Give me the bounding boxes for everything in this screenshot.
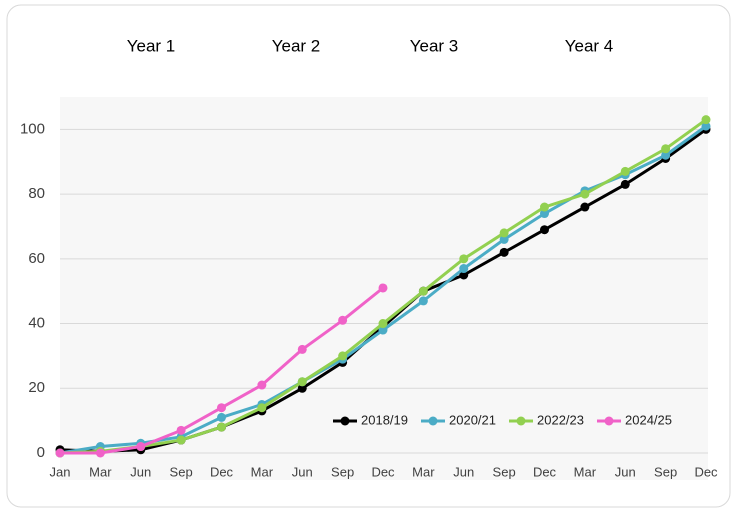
data-point: [217, 403, 226, 413]
y-tick-label: 80: [28, 185, 45, 202]
data-point: [297, 377, 307, 387]
data-point: [540, 209, 549, 219]
data-point: [580, 202, 590, 212]
x-tick-label: Jun: [453, 464, 474, 479]
data-point: [95, 448, 105, 458]
x-tick-label: Mar: [412, 464, 435, 479]
data-point: [499, 247, 509, 257]
x-tick-label: Sep: [331, 464, 354, 479]
x-tick-label: Sep: [493, 464, 516, 479]
data-point: [459, 254, 469, 264]
x-tick-label: Mar: [89, 464, 112, 479]
data-point: [499, 228, 509, 238]
data-point: [418, 286, 428, 296]
data-point: [257, 403, 267, 413]
data-point: [701, 121, 711, 131]
legend-marker: [604, 416, 614, 426]
x-tick-label: Jan: [50, 464, 71, 479]
y-tick-label: 20: [28, 379, 45, 396]
data-point: [297, 383, 307, 393]
x-tick-label: Dec: [533, 464, 557, 479]
data-point: [55, 448, 65, 458]
y-tick-label: 60: [28, 250, 45, 267]
data-point: [701, 115, 711, 125]
data-point: [620, 166, 630, 176]
x-tick-label: Dec: [371, 464, 395, 479]
x-tick-label: Jun: [615, 464, 636, 479]
data-point: [217, 422, 226, 432]
data-point: [338, 351, 348, 361]
data-point: [580, 189, 590, 199]
data-point: [378, 325, 388, 335]
legend-label: 2018/19: [361, 412, 408, 427]
data-point: [540, 225, 549, 235]
legend-marker: [516, 416, 526, 426]
x-tick-label: Mar: [251, 464, 274, 479]
data-point: [499, 234, 509, 244]
data-point: [620, 179, 630, 189]
data-point: [297, 344, 307, 354]
x-tick-label: Jun: [292, 464, 313, 479]
x-tick-label: Mar: [574, 464, 597, 479]
annotation: Year 3: [410, 36, 459, 55]
y-tick-label: 40: [28, 315, 45, 332]
data-point: [338, 315, 348, 325]
legend-marker: [340, 416, 350, 426]
x-tick-label: Sep: [170, 464, 193, 479]
data-point: [176, 425, 186, 435]
data-point: [136, 442, 146, 452]
data-point: [378, 319, 388, 329]
data-point: [661, 144, 671, 154]
annotation: Year 4: [565, 36, 614, 55]
data-point: [661, 150, 671, 160]
data-point: [540, 202, 549, 212]
data-point: [459, 270, 469, 280]
data-point: [217, 412, 226, 422]
data-point: [459, 264, 469, 274]
data-point: [418, 296, 428, 306]
data-point: [378, 283, 388, 293]
x-tick-label: Jun: [130, 464, 151, 479]
legend-label: 2022/23: [537, 412, 584, 427]
legend-marker: [428, 416, 438, 426]
x-tick-label: Dec: [694, 464, 718, 479]
annotation: Year 1: [127, 36, 176, 55]
legend-label: 2024/25: [625, 412, 672, 427]
data-point: [176, 435, 186, 445]
legend-label: 2020/21: [449, 412, 496, 427]
x-tick-label: Sep: [654, 464, 677, 479]
annotation: Year 2: [272, 36, 321, 55]
data-point: [257, 380, 267, 390]
y-tick-label: 100: [20, 120, 45, 137]
x-tick-label: Dec: [210, 464, 234, 479]
y-tick-label: 0: [37, 444, 45, 461]
